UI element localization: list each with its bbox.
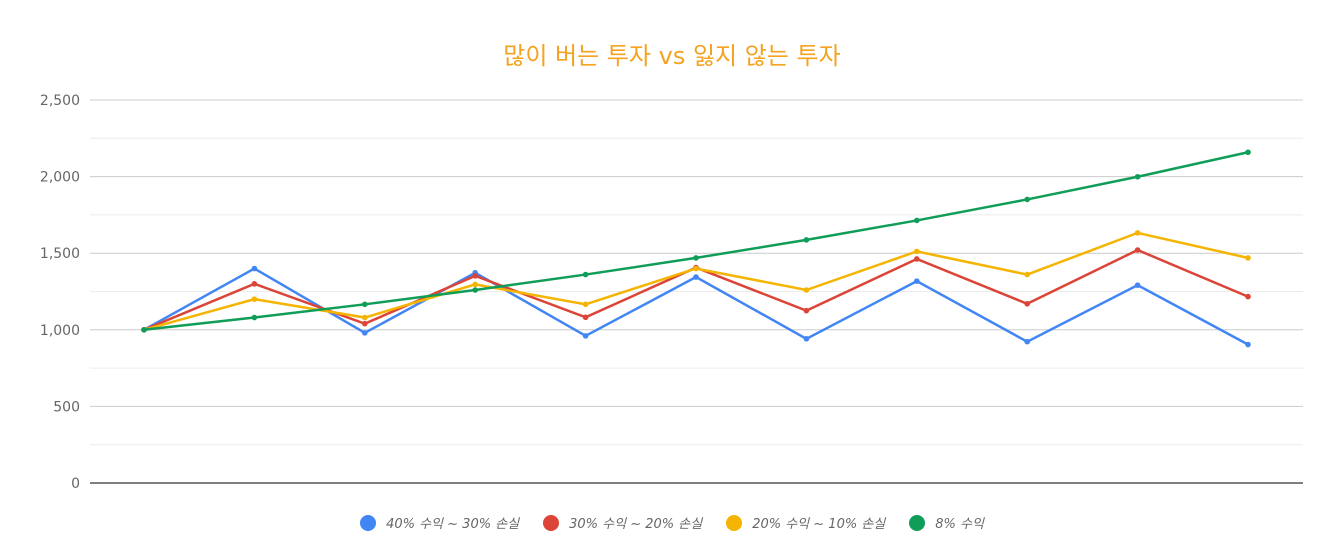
data-point <box>914 248 920 255</box>
data-point <box>1134 282 1141 288</box>
legend-label: 8% 수익 <box>935 517 984 532</box>
data-point <box>1245 293 1251 300</box>
data-point <box>1024 196 1030 203</box>
data-point <box>582 301 589 308</box>
y-tick-label: 2,500 <box>40 93 80 109</box>
legend-item[interactable]: 20% 수익 ~ 10% 손실 <box>726 513 885 532</box>
y-tick-label: 1,000 <box>40 323 80 339</box>
series-line <box>143 267 1249 346</box>
data-point <box>1134 173 1141 180</box>
data-point <box>914 256 920 262</box>
legend-item[interactable]: 30% 수익 ~ 20% 손실 <box>543 513 702 532</box>
data-point <box>1134 247 1141 253</box>
data-point <box>362 301 368 308</box>
data-point <box>1024 338 1030 345</box>
data-point <box>803 307 810 314</box>
data-point <box>914 217 920 224</box>
data-point <box>914 278 920 284</box>
data-point <box>803 237 810 243</box>
legend-marker-icon <box>726 514 743 531</box>
y-tick-label: 1,500 <box>40 246 80 262</box>
data-point <box>693 255 699 261</box>
data-point <box>693 274 699 280</box>
data-point <box>1245 255 1251 261</box>
data-point <box>1134 230 1141 236</box>
data-point <box>472 273 479 279</box>
data-point <box>362 314 368 321</box>
data-point <box>1024 271 1030 278</box>
legend-marker-icon <box>543 514 560 531</box>
data-point <box>1245 149 1251 156</box>
data-point <box>251 265 258 272</box>
data-point <box>1024 300 1030 307</box>
series-line <box>143 248 1249 331</box>
y-tick-label: 0 <box>71 476 80 492</box>
data-point <box>362 330 368 336</box>
legend-label: 30% 수익 ~ 20% 손실 <box>569 517 703 532</box>
data-point <box>803 336 810 342</box>
data-point <box>1245 341 1251 348</box>
data-point <box>472 287 479 293</box>
data-point <box>251 296 258 302</box>
series-line <box>143 231 1249 332</box>
legend-item[interactable]: 8% 수익 <box>909 513 984 532</box>
data-point <box>693 265 699 272</box>
data-point <box>362 320 368 327</box>
legend: 40% 수익 ~ 30% 손실 30% 수익 ~ 20% 손실 20% 수익 ~ 1… <box>0 513 1344 532</box>
legend-marker-icon <box>360 514 377 531</box>
data-point <box>582 333 589 339</box>
data-point <box>472 281 479 288</box>
data-point <box>141 327 147 333</box>
y-tick-label: 500 <box>53 399 80 415</box>
chart-title: 많이 버는 투자 vs 잃지 않는 투자 <box>503 42 841 70</box>
data-point <box>251 281 258 287</box>
data-point <box>251 314 258 321</box>
data-point <box>582 271 589 278</box>
legend-marker-icon <box>909 514 926 531</box>
y-tick-label: 2,000 <box>40 170 80 186</box>
data-point <box>582 314 589 321</box>
legend-item[interactable]: 40% 수익 ~ 30% 손실 <box>360 513 519 532</box>
legend-label: 20% 수익 ~ 10% 손실 <box>752 517 886 532</box>
data-point <box>803 287 810 293</box>
legend-label: 40% 수익 ~ 30% 손실 <box>386 517 520 532</box>
